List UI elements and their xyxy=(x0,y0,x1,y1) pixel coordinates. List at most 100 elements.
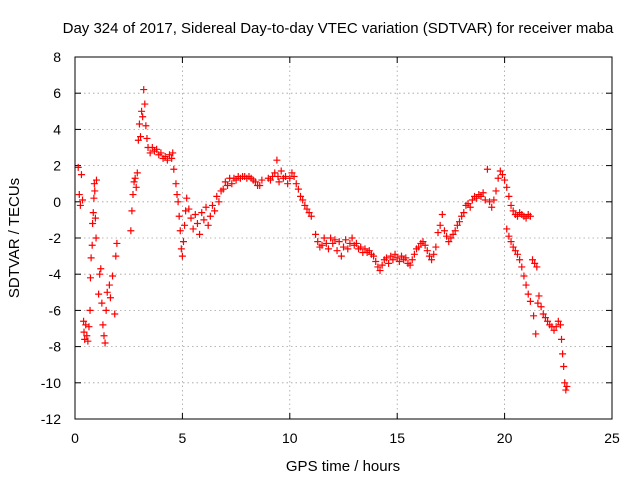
y-tick-label: 8 xyxy=(53,49,61,65)
data-point xyxy=(277,167,285,175)
data-point xyxy=(106,294,114,302)
data-point xyxy=(322,239,330,247)
data-point xyxy=(90,194,98,202)
data-point xyxy=(486,198,494,206)
data-point xyxy=(496,167,504,175)
data-point xyxy=(177,245,185,253)
data-point xyxy=(193,220,201,228)
y-tick-label: 4 xyxy=(53,121,61,137)
data-point xyxy=(449,230,457,238)
data-point xyxy=(382,254,390,262)
data-point xyxy=(481,196,489,204)
data-point xyxy=(421,241,429,249)
data-point xyxy=(348,234,356,242)
data-point xyxy=(105,281,113,289)
data-point xyxy=(77,171,85,179)
data-point xyxy=(112,252,120,260)
data-point xyxy=(187,214,195,222)
data-point xyxy=(273,156,281,164)
data-point xyxy=(303,205,311,213)
data-point xyxy=(430,250,438,258)
data-point xyxy=(74,163,82,171)
data-point xyxy=(438,210,446,218)
x-tick-label: 20 xyxy=(497,430,513,446)
y-axis-ticks: -12 -10 -8 -6 -4 -2 0 2 4 6 8 xyxy=(41,49,612,427)
data-point xyxy=(393,254,401,262)
data-series xyxy=(74,86,571,394)
data-point xyxy=(378,261,386,269)
data-point xyxy=(146,149,154,157)
data-point xyxy=(80,328,88,336)
data-point xyxy=(529,256,537,264)
data-point xyxy=(274,172,282,180)
data-point xyxy=(90,180,98,188)
data-point xyxy=(109,272,117,280)
data-point xyxy=(198,209,206,217)
data-point xyxy=(558,335,566,343)
data-point xyxy=(314,238,322,246)
data-point xyxy=(352,239,360,247)
data-point xyxy=(522,214,530,222)
data-point xyxy=(153,145,161,153)
x-tick-label: 25 xyxy=(604,430,620,446)
data-point xyxy=(513,212,521,220)
data-point xyxy=(415,243,423,251)
y-tick-label: 0 xyxy=(53,194,61,210)
data-point xyxy=(251,178,259,186)
data-point xyxy=(232,176,240,184)
data-point xyxy=(172,180,180,188)
y-tick-label: -2 xyxy=(49,230,62,246)
data-point xyxy=(258,176,266,184)
data-point xyxy=(531,259,539,267)
data-point xyxy=(550,326,558,334)
data-point xyxy=(131,174,139,182)
data-point xyxy=(530,312,538,320)
data-point xyxy=(361,245,369,253)
data-point xyxy=(139,113,147,121)
data-point xyxy=(208,201,216,209)
data-point xyxy=(288,169,296,177)
data-point xyxy=(256,182,264,190)
data-point xyxy=(335,238,343,246)
data-point xyxy=(532,330,540,338)
data-point xyxy=(175,212,183,220)
data-point xyxy=(537,303,545,311)
data-point xyxy=(196,230,204,238)
data-point xyxy=(329,239,337,247)
data-point xyxy=(445,238,453,246)
data-point xyxy=(307,212,315,220)
data-point xyxy=(402,254,410,262)
data-point xyxy=(458,212,466,220)
data-point xyxy=(179,238,187,246)
data-point xyxy=(271,169,279,177)
y-tick-label: -4 xyxy=(49,266,62,282)
data-point xyxy=(365,247,373,255)
data-point xyxy=(92,234,100,242)
data-point xyxy=(333,247,341,255)
data-point xyxy=(96,270,104,278)
data-point xyxy=(434,229,442,237)
data-point xyxy=(79,196,87,204)
chart-title: Day 324 of 2017, Sidereal Day-to-day VTE… xyxy=(63,20,614,37)
data-point xyxy=(318,241,326,249)
y-tick-label: -10 xyxy=(41,375,61,391)
data-point xyxy=(327,234,335,242)
data-point xyxy=(85,323,93,331)
data-point xyxy=(320,234,328,242)
data-point xyxy=(507,201,515,209)
data-point xyxy=(204,221,212,229)
data-point xyxy=(178,252,186,260)
data-point xyxy=(299,196,307,204)
data-point xyxy=(522,281,530,289)
data-point xyxy=(562,386,570,394)
y-tick-label: -12 xyxy=(41,411,61,427)
data-point xyxy=(344,245,352,253)
data-point xyxy=(181,221,189,229)
data-point xyxy=(91,187,99,195)
data-point xyxy=(129,191,137,199)
data-point xyxy=(483,165,491,173)
data-point xyxy=(385,259,393,267)
data-point xyxy=(92,176,100,184)
data-point xyxy=(294,185,302,193)
data-point xyxy=(503,225,511,233)
